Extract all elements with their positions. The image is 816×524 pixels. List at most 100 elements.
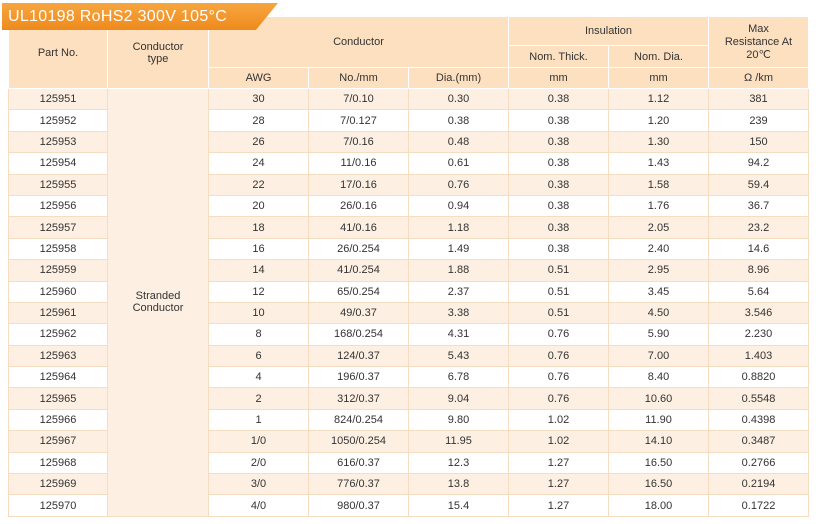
table-cell: 26/0.254 (308, 237, 409, 261)
table-cell: 2.05 (608, 216, 709, 239)
table-cell: 6 (208, 344, 309, 368)
table-cell: 125964 (8, 366, 108, 389)
table-cell: 11.95 (408, 430, 509, 453)
table-cell: 0.2194 (708, 473, 809, 496)
table-row: 125953 26 7/0.16 0.48 0.38 1.30 150 (8, 130, 809, 154)
table-cell: 381 (708, 87, 809, 111)
table-cell: 125969 (8, 473, 108, 496)
table-cell: 94.2 (708, 152, 809, 175)
table-cell: 3.546 (708, 301, 809, 325)
table-cell: 150 (708, 130, 809, 154)
table-row: 125951 Stranded Conductor 30 7/0.10 0.30 0.38… (8, 87, 809, 517)
table-cell: 1.43 (608, 152, 709, 175)
table-cell: 30 (208, 87, 309, 111)
table-cell: 16.50 (608, 473, 709, 496)
table-cell: 10 (208, 301, 309, 325)
table-cell: 0.76 (508, 344, 609, 368)
table-cell: 1.18 (408, 216, 509, 239)
header-cell: No./mm (308, 67, 409, 89)
table-cell: 24 (208, 152, 309, 175)
table-cell: 1/0 (208, 430, 309, 453)
header-cell: AWG (208, 67, 309, 89)
table-cell: 65/0.254 (308, 280, 409, 303)
table-cell: 7/0.16 (308, 130, 409, 154)
table-cell: 9.04 (408, 387, 509, 410)
table-row: 125954 24 11/0.16 0.61 0.38 1.43 94.2 (8, 152, 809, 175)
table-cell: 0.61 (408, 152, 509, 175)
table-cell: 125967 (8, 430, 108, 453)
table-cell: 4.50 (608, 301, 709, 325)
table-cell: 15.4 (408, 494, 509, 517)
table-cell: 1.88 (408, 259, 509, 282)
table-cell: 8.40 (608, 366, 709, 389)
table-cell: 18.00 (608, 494, 709, 517)
table-cell: 0.51 (508, 259, 609, 282)
table-cell: 0.38 (508, 173, 609, 196)
table-cell: 168/0.254 (308, 323, 409, 346)
table-cell: 14 (208, 259, 309, 282)
table-cell: 1.58 (608, 173, 709, 196)
table-cell: 14.6 (708, 237, 809, 261)
table-cell: 125954 (8, 152, 108, 175)
header-cell: Max Resistance At 20℃ (708, 16, 809, 68)
table-cell: 980/0.37 (308, 494, 409, 517)
header-cell: Dia.(mm) (408, 67, 509, 89)
table-cell: 125956 (8, 194, 108, 218)
table-cell: 23.2 (708, 216, 809, 239)
table-cell: 2 (208, 387, 309, 410)
table-cell: 0.4398 (708, 408, 809, 432)
table-cell: 1.27 (508, 451, 609, 475)
table-cell: 125957 (8, 216, 108, 239)
table-cell: 7/0.127 (308, 109, 409, 132)
table-cell: 0.76 (508, 323, 609, 346)
table-cell: 4/0 (208, 494, 309, 517)
table-cell: 16.50 (608, 451, 709, 475)
table-cell: 312/0.37 (308, 387, 409, 410)
table-cell: 125955 (8, 173, 108, 196)
table-cell: 616/0.37 (308, 451, 409, 475)
table-cell: 0.2766 (708, 451, 809, 475)
table-body: 125951 Stranded Conductor 30 7/0.10 0.30 0.38… (8, 87, 809, 517)
table-cell: 125958 (8, 237, 108, 261)
table-cell: 16 (208, 237, 309, 261)
table-cell: 125952 (8, 109, 108, 132)
table-cell: 1.20 (608, 109, 709, 132)
table-cell: 3.45 (608, 280, 709, 303)
table-cell: 11/0.16 (308, 152, 409, 175)
table-cell: 0.76 (508, 387, 609, 410)
table-cell: 125968 (8, 451, 108, 475)
table-cell: 41/0.16 (308, 216, 409, 239)
table-cell: 18 (208, 216, 309, 239)
table-cell: 3.38 (408, 301, 509, 325)
table-row: 125965 2 312/0.37 9.04 0.76 10.60 0.5548 (8, 387, 809, 410)
table-row: 125955 22 17/0.16 0.76 0.38 1.58 59.4 (8, 173, 809, 196)
table-row: 125967 1/0 1050/0.254 11.95 1.02 14.10 0.3487 (8, 430, 809, 453)
table-cell: 5.43 (408, 344, 509, 368)
table-cell: 8 (208, 323, 309, 346)
table-cell: 0.8820 (708, 366, 809, 389)
header-cell: Ω /km (708, 67, 809, 89)
table-cell: 4.31 (408, 323, 509, 346)
table-cell: 0.5548 (708, 387, 809, 410)
table-row: 125959 14 41/0.254 1.88 0.51 2.95 8.96 (8, 259, 809, 282)
table-cell: 0.38 (508, 216, 609, 239)
table-cell: 2.95 (608, 259, 709, 282)
spec-table: Part No. Conductor type Conductor Insula… (8, 16, 809, 517)
table-cell: 125953 (8, 130, 108, 154)
table-cell: 0.38 (508, 130, 609, 154)
table-cell: 0.76 (408, 173, 509, 196)
table-cell: 125959 (8, 259, 108, 282)
table-cell: 0.76 (508, 366, 609, 389)
table-cell: 13.8 (408, 473, 509, 496)
table-cell: 0.38 (508, 109, 609, 132)
table-row: 125962 8 168/0.254 4.31 0.76 5.90 2.230 (8, 323, 809, 346)
header-row: Nom. Thick. Nom. Dia. (9, 45, 809, 68)
table-cell: 0.1722 (708, 494, 809, 517)
table-cell: 1.02 (508, 408, 609, 432)
header-cell: Insulation (508, 16, 709, 46)
table-cell: 2.37 (408, 280, 509, 303)
table-cell: 5.90 (608, 323, 709, 346)
table-cell: 6.78 (408, 366, 509, 389)
table-cell: 1.49 (408, 237, 509, 261)
